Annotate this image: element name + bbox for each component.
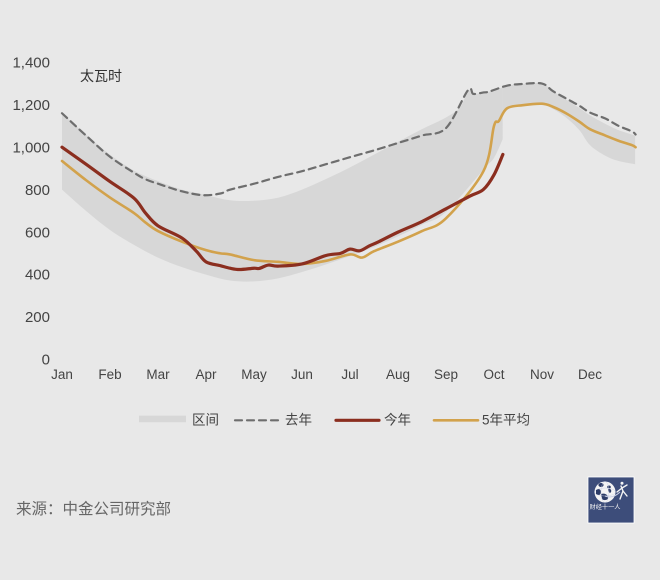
svg-text:0: 0 — [42, 352, 50, 369]
svg-text:去年: 去年 — [285, 413, 312, 428]
svg-text:600: 600 — [25, 224, 50, 241]
svg-text:200: 200 — [25, 309, 50, 326]
svg-text:区间: 区间 — [192, 413, 219, 428]
svg-text:1,000: 1,000 — [12, 139, 50, 156]
svg-text:Aug: Aug — [386, 367, 410, 382]
svg-text:Nov: Nov — [530, 367, 554, 382]
svg-text:400: 400 — [25, 267, 50, 284]
svg-text:800: 800 — [25, 182, 50, 199]
svg-text:1,200: 1,200 — [12, 97, 50, 114]
svg-text:Dec: Dec — [578, 367, 602, 382]
svg-text:Apr: Apr — [195, 367, 217, 382]
svg-text:财经十一人: 财经十一人 — [590, 503, 621, 511]
svg-text:Feb: Feb — [98, 367, 121, 382]
svg-text:Mar: Mar — [146, 367, 170, 382]
svg-text:Jul: Jul — [341, 367, 358, 382]
svg-text:5年平均: 5年平均 — [482, 413, 530, 428]
svg-text:Oct: Oct — [483, 367, 504, 382]
svg-text:Jan: Jan — [51, 367, 73, 382]
svg-text:Jun: Jun — [291, 367, 313, 382]
svg-text:今年: 今年 — [384, 413, 411, 428]
svg-text:Sep: Sep — [434, 367, 458, 382]
svg-text:来源：中金公司研究部: 来源：中金公司研究部 — [16, 500, 171, 518]
svg-text:May: May — [241, 367, 267, 382]
svg-text:太瓦时: 太瓦时 — [80, 68, 122, 84]
svg-text:1,400: 1,400 — [12, 55, 50, 72]
